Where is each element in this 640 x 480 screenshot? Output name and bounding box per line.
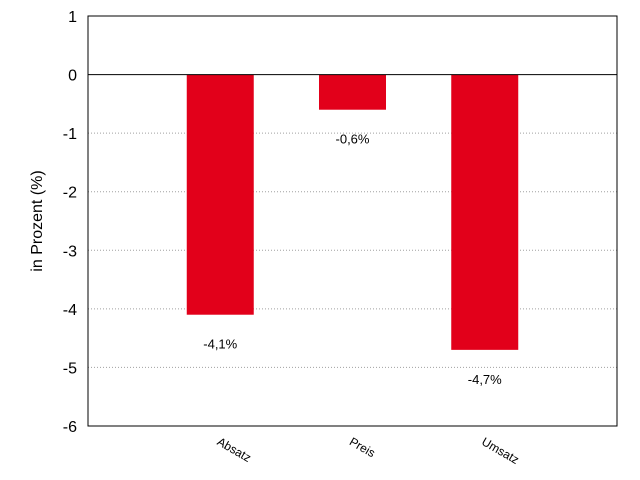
- data-labels: -4,1% -0,6% -4,7%: [203, 132, 502, 387]
- x-tick-labels: Absatz Preis Umsatz: [215, 434, 522, 466]
- y-tick-label: 1: [68, 9, 77, 26]
- plot-frame: [87, 15, 618, 427]
- y-tick-label: -5: [63, 360, 77, 377]
- y-tick-label: -6: [63, 419, 77, 436]
- bars: [186, 74, 519, 350]
- y-axis-title: in Prozent (%): [29, 170, 46, 271]
- y-tick-label: -2: [63, 185, 77, 202]
- x-tick-label-umsatz: Umsatz: [479, 434, 521, 466]
- y-tick-label: 0: [68, 68, 77, 85]
- bar-absatz: [186, 74, 254, 315]
- grid-lines: [88, 132, 617, 368]
- x-tick-label-preis: Preis: [347, 434, 378, 460]
- data-label-umsatz: -4,7%: [468, 372, 502, 387]
- data-label-preis: -0,6%: [336, 132, 370, 147]
- y-tick-label: -1: [63, 126, 77, 143]
- bar-umsatz: [451, 74, 519, 350]
- data-label-absatz: -4,1%: [203, 337, 237, 352]
- x-tick-label-absatz: Absatz: [215, 434, 254, 464]
- bar-preis: [319, 74, 386, 110]
- y-tick-labels: 1 0 -1 -2 -3 -4 -5 -6: [63, 9, 77, 436]
- y-tick-label: -3: [63, 243, 77, 260]
- y-tick-label: -4: [63, 302, 77, 319]
